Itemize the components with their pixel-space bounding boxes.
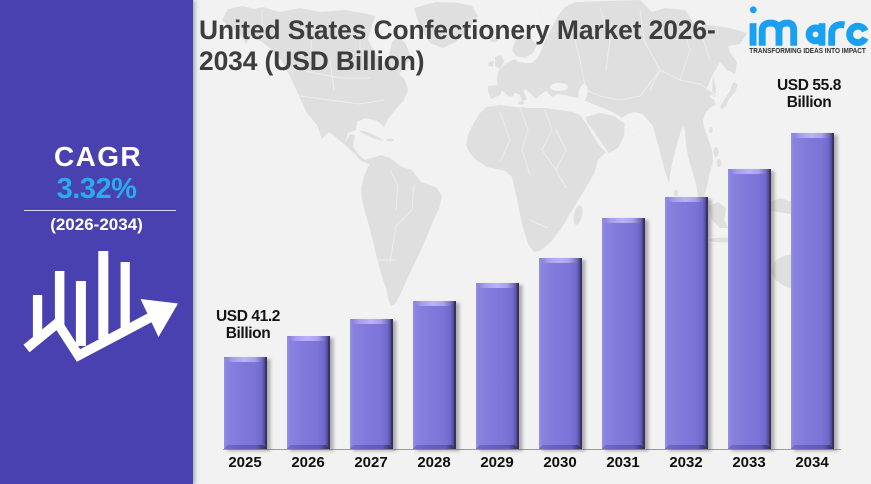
svg-text:TRANSFORMING IDEAS INTO IMPACT: TRANSFORMING IDEAS INTO IMPACT [749,48,866,55]
